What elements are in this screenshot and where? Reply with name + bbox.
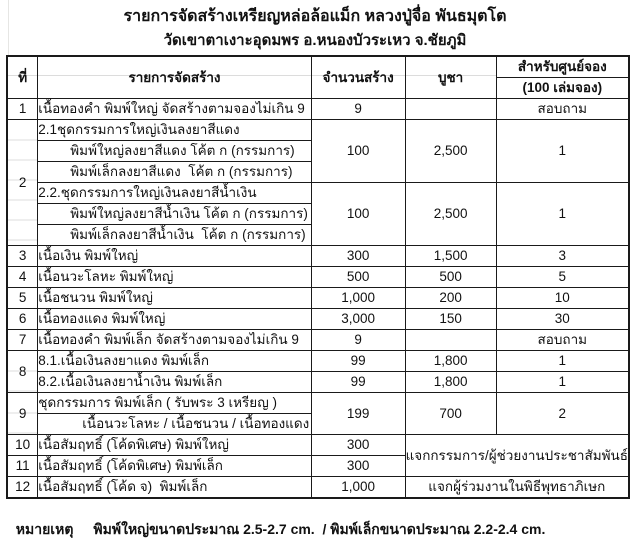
cell-qty: 9	[310, 98, 406, 120]
cell-no: 4	[6, 266, 39, 288]
cell-qty: 300	[310, 245, 406, 267]
column-header-item: รายการจัดสร้าง	[37, 55, 312, 99]
cell-item: เนื้อเงิน พิมพ์ใหญ่	[37, 245, 312, 267]
cell-no: 12	[6, 476, 39, 499]
cell-distribution-note: แจกผู้ร่วมงานในพิธีพุทธาภิเษก	[404, 476, 630, 499]
cell-center: 1	[495, 119, 630, 183]
table-row: 8 8.1.เนื้อเงินลงยาแดง พิมพ์เล็ก 99 1,80…	[6, 350, 630, 393]
table-row: 1 เนื้อทองคำ พิมพ์ใหญ่ จัดสร้างตามจองไม่…	[6, 98, 630, 120]
cell-price: 1,500	[404, 245, 497, 267]
column-header-center-line2: (100 เล่มจอง)	[495, 77, 630, 99]
cell-item: เนื้อสัมฤทธิ์ (โค้ดพิเศษ) พิมพ์ใหญ่	[37, 434, 312, 456]
cell-no: 9	[6, 392, 39, 435]
cell-item: 8.1.เนื้อเงินลงยาแดง พิมพ์เล็ก	[37, 350, 312, 372]
cell-qty: 3,000	[310, 308, 406, 330]
table-row: 5 เนื้อชนวน พิมพ์ใหญ่ 1,000 200 10	[6, 287, 630, 309]
cell-distribution-note: แจกกรรมการ/ผู้ช่วยงานประชาสัมพันธ์	[404, 434, 630, 477]
cell-item: พิมพ์ใหญ่ลงยาสีน้ำเงิน โค้ต ก (กรรมการ)	[37, 203, 312, 225]
cell-qty: 1,000	[310, 476, 406, 499]
table-row: 11 เนื้อสัมฤทธิ์ (โค้ดพิเศษ) พิมพ์เล็ก 3…	[6, 455, 629, 477]
table-row: 3 เนื้อเงิน พิมพ์ใหญ่ 300 1,500 3	[6, 245, 630, 267]
cell-qty: 199	[310, 392, 406, 435]
cell-qty: 300	[310, 434, 406, 456]
column-header-qty: จำนวนสร้าง	[310, 55, 406, 99]
cell-no: 11	[6, 455, 39, 477]
footnote: หมายเหตุ พิมพ์ใหญ่ขนาดประมาณ 2.5-2.7 cm. …	[8, 501, 630, 539]
cell-qty: 99	[310, 371, 406, 393]
cell-item: 2.1ชุดกรรมการใหญ่เงินลงยาสีแดง	[37, 119, 312, 141]
cell-no: 3	[6, 245, 39, 267]
cell-qty: 300	[310, 455, 406, 477]
cell-no: 8	[6, 350, 39, 393]
amulet-order-table: ที่ รายการจัดสร้าง จำนวนสร้าง บูชา สำหรั…	[6, 55, 630, 499]
table-row: 9 ชุดกรรมการ พิมพ์เล็ก ( รับพระ 3 เหรียญ…	[6, 392, 630, 435]
cell-item: เนื้อสัมฤทธิ์ (โค้ดพิเศษ) พิมพ์เล็ก	[37, 455, 312, 477]
cell-price: 700	[404, 392, 497, 435]
cell-center: 1	[495, 350, 630, 372]
cell-no: 2	[6, 119, 39, 246]
table-row: 2.2.ชุดกรรมการใหญ่เงินลงยาสีน้ำเงิน 100 …	[7, 182, 630, 246]
cell-item: พิมพ์เล็กลงยาสีแดง โค้ต ก (กรรมการ)	[37, 161, 312, 183]
column-header-price: บูชา	[404, 55, 497, 99]
cell-qty: 9	[310, 329, 406, 351]
cell-center: 30	[495, 308, 630, 330]
cell-no: 7	[6, 329, 39, 351]
cell-item: เนื้อสัมฤทธิ์ (โค้ด จ) พิมพ์เล็ก	[37, 476, 312, 499]
cell-item: ชุดกรรมการ พิมพ์เล็ก ( รับพระ 3 เหรียญ )	[37, 392, 312, 414]
cell-price: 150	[404, 308, 497, 330]
footnote-text: พิมพ์ใหญ่ขนาดประมาณ 2.5-2.7 cm. / พิมพ์เ…	[93, 521, 546, 537]
cell-center: 2	[495, 392, 630, 435]
table-row: 8.2.เนื้อเงินลงยาน้ำเงิน พิมพ์เล็ก 99 1,…	[7, 371, 630, 393]
column-header-no: ที่	[6, 55, 39, 99]
cell-item: เนื้อนวะโลหะ / เนื้อชนวน / เนื้อทองแดง	[37, 413, 312, 435]
cell-no: 6	[6, 308, 39, 330]
cell-center: 1	[495, 182, 630, 246]
cell-price: 1,800	[404, 371, 497, 393]
cell-center: 1	[495, 371, 630, 393]
cell-center: 3	[495, 245, 630, 267]
table-row: เนื้อนวะโลหะ / เนื้อชนวน / เนื้อทองแดง	[7, 413, 629, 435]
cell-price: 2,500	[404, 182, 497, 246]
cell-item: เนื้อทองคำ พิมพ์เล็ก จัดสร้างตามจองไม่เก…	[37, 329, 312, 351]
cell-price: 2,500	[404, 119, 497, 183]
cell-center: สอบถาม	[495, 329, 630, 351]
cell-center: 10	[495, 287, 630, 309]
cell-price: 1,800	[404, 350, 497, 372]
table-row: พิมพ์ใหญ่ลงยาสีน้ำเงิน โค้ต ก (กรรมการ)	[7, 203, 629, 225]
table-row: 7 เนื้อทองคำ พิมพ์เล็ก จัดสร้างตามจองไม่…	[6, 329, 630, 351]
cell-item: พิมพ์เล็กลงยาสีน้ำเงิน โค้ต ก (กรรมการ)	[37, 224, 312, 246]
cell-item: พิมพ์ใหญ่ลงยาสีแดง โค้ต ก (กรรมการ)	[37, 140, 312, 162]
footnote-label: หมายเหตุ	[15, 521, 74, 537]
cell-no: 5	[6, 287, 39, 309]
cell-price: 500	[404, 266, 497, 288]
cell-qty: 100	[310, 119, 406, 183]
cell-no: 10	[6, 434, 39, 456]
cell-item: 8.2.เนื้อเงินลงยาน้ำเงิน พิมพ์เล็ก	[37, 371, 312, 393]
table-row: 4 เนื้อนวะโลหะ พิมพ์ใหญ่ 500 500 5	[6, 266, 630, 288]
cell-item: 2.2.ชุดกรรมการใหญ่เงินลงยาสีน้ำเงิน	[37, 182, 312, 204]
cell-no: 1	[6, 98, 39, 120]
cell-center: สอบถาม	[495, 98, 630, 120]
cell-item: เนื้อทองคำ พิมพ์ใหญ่ จัดสร้างตามจองไม่เก…	[37, 98, 312, 120]
table-row: 12 เนื้อสัมฤทธิ์ (โค้ด จ) พิมพ์เล็ก 1,00…	[6, 476, 630, 499]
cell-qty: 100	[310, 182, 406, 246]
table-row: 6 เนื้อทองแดง พิมพ์ใหญ่ 3,000 150 30	[6, 308, 630, 330]
cell-qty: 500	[310, 266, 406, 288]
table-row: พิมพ์เล็กลงยาสีแดง โค้ต ก (กรรมการ)	[7, 161, 629, 183]
document-title-block: รายการจัดสร้างเหรียญหล่อล้อแม็ก หลวงปู่จ…	[0, 0, 630, 53]
page-title: รายการจัดสร้างเหรียญหล่อล้อแม็ก หลวงปู่จ…	[123, 8, 507, 25]
cell-price	[404, 329, 497, 351]
cell-price: 200	[404, 287, 497, 309]
cell-price	[404, 98, 497, 120]
cell-item: เนื้อนวะโลหะ พิมพ์ใหญ่	[37, 266, 312, 288]
table-row: 2 2.1ชุดกรรมการใหญ่เงินลงยาสีแดง 100 2,5…	[6, 119, 630, 246]
column-header-center-line1: สำหรับศูนย์จอง	[495, 55, 630, 78]
cell-item: เนื้อทองแดง พิมพ์ใหญ่	[37, 308, 312, 330]
cell-center: 5	[495, 266, 630, 288]
cell-qty: 1,000	[310, 287, 406, 309]
cell-item: เนื้อชนวน พิมพ์ใหญ่	[37, 287, 312, 309]
page-subtitle: วัดเขาตาเงาะอุดมพร อ.หนองบัวระเหว จ.ชัยภ…	[163, 32, 467, 49]
table-row: 10 เนื้อสัมฤทธิ์ (โค้ดพิเศษ) พิมพ์ใหญ่ 3…	[6, 434, 630, 477]
cell-qty: 99	[310, 350, 406, 372]
